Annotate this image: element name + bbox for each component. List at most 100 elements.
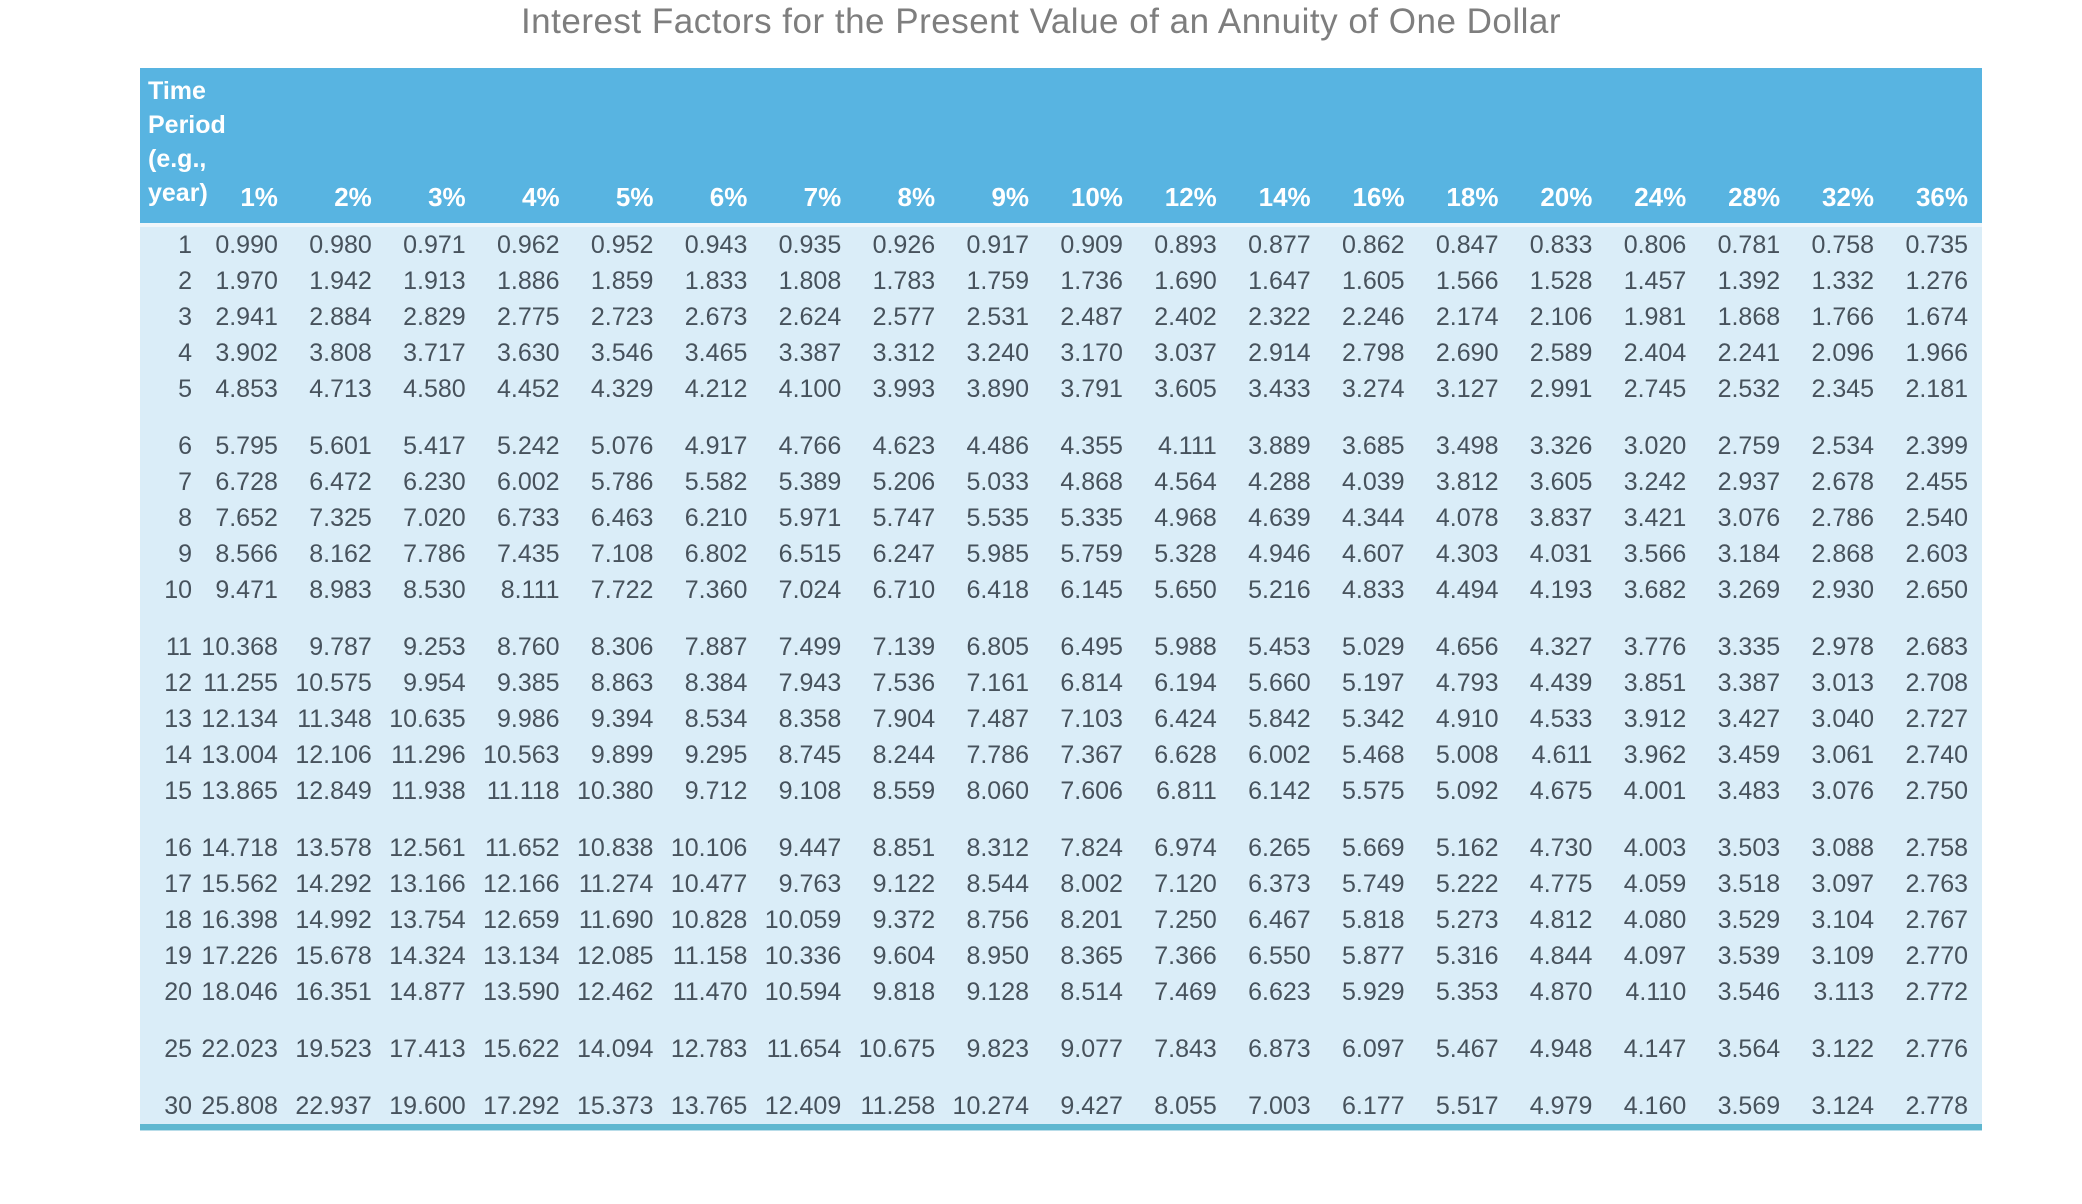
- factor-cell: 6.194: [1154, 669, 1217, 697]
- factor-cell: 13.166: [389, 870, 466, 898]
- period-cell: 7: [178, 468, 192, 496]
- factor-cell: 5.342: [1342, 705, 1405, 733]
- factor-cell: 3.076: [1811, 777, 1875, 805]
- factor-cell: 4.288: [1248, 468, 1311, 496]
- factor-cell: 5.985: [966, 540, 1030, 568]
- factor-cell: 1.392: [1717, 267, 1781, 295]
- factor-cell: 5.818: [1342, 906, 1405, 934]
- factor-cell: 4.793: [1435, 669, 1499, 697]
- factor-cell: 9.712: [684, 777, 748, 805]
- factor-cell: 5.929: [1342, 978, 1405, 1006]
- factor-cell: 5.660: [1248, 669, 1311, 697]
- factor-cell: 3.483: [1717, 777, 1781, 805]
- factor-cell: 3.184: [1717, 540, 1781, 568]
- factor-cell: 4.097: [1623, 942, 1687, 970]
- factor-cell: 3.427: [1717, 705, 1781, 733]
- factor-cell: 7.887: [684, 633, 748, 661]
- factor-cell: 2.106: [1529, 303, 1593, 331]
- factor-cell: 3.076: [1717, 504, 1781, 532]
- factor-cell: 2.708: [1905, 669, 1968, 697]
- table-row: 3 2.941 2.884 2.829 2.775 2.723 2.673 2.624 2.57…: [140, 299, 1982, 335]
- factor-cell: 4.870: [1529, 978, 1593, 1006]
- period-cell: 6: [178, 432, 192, 460]
- factor-cell: 1.868: [1717, 303, 1781, 331]
- period-cell: 2: [178, 267, 192, 295]
- factor-cell: 3.605: [1529, 468, 1593, 496]
- factor-cell: 7.722: [590, 576, 654, 604]
- factor-cell: 9.295: [684, 741, 748, 769]
- factor-cell: 7.366: [1154, 942, 1217, 970]
- factor-cell: 3.122: [1811, 1035, 1875, 1063]
- factor-cell: 4.193: [1529, 576, 1593, 604]
- factor-cell: 5.747: [872, 504, 936, 532]
- factor-cell: 19.600: [389, 1092, 466, 1120]
- factor-cell: 13.754: [389, 906, 466, 934]
- group-spacer: [140, 1067, 1982, 1088]
- factor-cell: 2.941: [215, 303, 278, 331]
- factor-cell: 10.594: [764, 978, 842, 1006]
- factor-cell: 10.563: [483, 741, 560, 769]
- factor-cell: 3.242: [1623, 468, 1687, 496]
- factor-cell: 11.258: [860, 1092, 936, 1120]
- factor-cell: 7.108: [590, 540, 654, 568]
- factor-cell: 3.902: [215, 339, 278, 367]
- factor-cell: 2.603: [1905, 540, 1968, 568]
- period-cell: 17: [164, 870, 192, 898]
- factor-cell: 8.559: [872, 777, 936, 805]
- factor-cell: 7.843: [1154, 1035, 1217, 1063]
- factor-cell: 16.398: [201, 906, 278, 934]
- table-row: 30 25.808 22.937 19.600 17.292 15.373 13.765 12…: [140, 1088, 1982, 1124]
- factor-cell: 3.387: [778, 339, 842, 367]
- rate-column-header: 10%: [1043, 68, 1137, 227]
- factor-cell: 8.055: [1154, 1092, 1217, 1120]
- factor-cell: 5.749: [1342, 870, 1405, 898]
- factor-cell: 2.868: [1811, 540, 1875, 568]
- factor-cell: 2.798: [1342, 339, 1405, 367]
- factor-cell: 6.177: [1342, 1092, 1405, 1120]
- group-spacer: [140, 407, 1982, 428]
- factor-cell: 3.518: [1717, 870, 1781, 898]
- factor-cell: 11.255: [203, 669, 278, 697]
- factor-cell: 1.970: [215, 267, 278, 295]
- factor-cell: 9.447: [778, 834, 842, 862]
- factor-cell: 4.031: [1529, 540, 1593, 568]
- factor-cell: 4.533: [1529, 705, 1593, 733]
- rate-column-header: 20%: [1512, 68, 1607, 227]
- factor-cell: 2.770: [1905, 942, 1968, 970]
- factor-cell: 7.943: [778, 669, 842, 697]
- factor-cell: 7.606: [1060, 777, 1123, 805]
- factor-cell: 5.389: [778, 468, 842, 496]
- factor-cell: 0.877: [1248, 231, 1311, 259]
- factor-cell: 2.399: [1905, 432, 1968, 460]
- factor-cell: 4.003: [1623, 834, 1687, 862]
- factor-cell: 15.562: [201, 870, 278, 898]
- table-row: 4 3.902 3.808 3.717 3.630 3.546 3.465 3.387 3.31…: [140, 335, 1982, 371]
- factor-cell: 13.578: [295, 834, 372, 862]
- factor-cell: 9.372: [872, 906, 936, 934]
- factor-cell: 6.733: [497, 504, 560, 532]
- factor-cell: 17.226: [201, 942, 278, 970]
- group-spacer: [140, 1010, 1982, 1031]
- table-row: 16 14.718 13.578 12.561 11.652 10.838 10.106 9.…: [140, 830, 1982, 866]
- factor-cell: 17.292: [483, 1092, 560, 1120]
- rate-column-header: 14%: [1230, 68, 1325, 227]
- factor-cell: 9.385: [497, 669, 560, 697]
- rate-column-header: 4%: [479, 68, 574, 227]
- factor-cell: 8.358: [778, 705, 842, 733]
- factor-cell: 5.316: [1435, 942, 1499, 970]
- factor-cell: 11.296: [391, 741, 466, 769]
- factor-cell: 4.812: [1529, 906, 1593, 934]
- factor-cell: 8.760: [497, 633, 560, 661]
- rate-column-header: 2%: [291, 68, 386, 227]
- table-row: 17 15.562 14.292 13.166 12.166 11.274 10.477 9.…: [140, 866, 1982, 902]
- factor-cell: 8.306: [590, 633, 654, 661]
- corner-header-line: year): [148, 179, 208, 207]
- factor-cell: 6.873: [1248, 1035, 1311, 1063]
- factor-cell: 6.142: [1248, 777, 1311, 805]
- factor-cell: 3.546: [590, 339, 654, 367]
- factor-cell: 5.242: [497, 432, 560, 460]
- factor-cell: 4.917: [684, 432, 748, 460]
- factor-cell: 10.575: [295, 669, 372, 697]
- factor-cell: 0.980: [309, 231, 372, 259]
- factor-cell: 3.433: [1248, 375, 1311, 403]
